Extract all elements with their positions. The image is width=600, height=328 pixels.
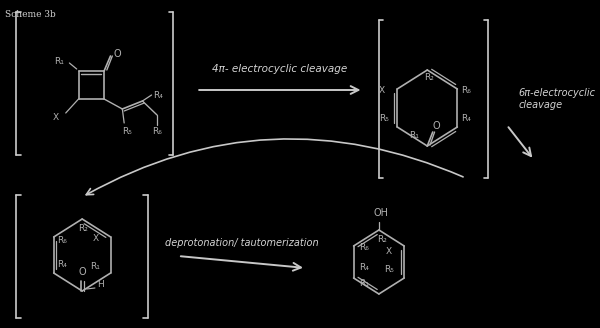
- Text: O: O: [113, 49, 121, 59]
- Text: X: X: [52, 113, 58, 121]
- Text: OH: OH: [373, 208, 388, 218]
- Text: R₁: R₁: [91, 262, 100, 271]
- Text: 4π- electrocyclic cleavage: 4π- electrocyclic cleavage: [212, 64, 347, 74]
- Text: R₂: R₂: [79, 224, 88, 233]
- Text: Scheme 3b: Scheme 3b: [5, 10, 55, 19]
- Text: R₂: R₂: [424, 73, 434, 82]
- Text: R₆: R₆: [152, 127, 162, 136]
- Text: 6π-electrocyclic
cleavage: 6π-electrocyclic cleavage: [518, 88, 596, 110]
- Text: R₆: R₆: [461, 86, 471, 95]
- Text: R₅: R₅: [122, 127, 132, 136]
- Text: O: O: [79, 267, 86, 277]
- Text: R₁: R₁: [409, 131, 419, 140]
- Text: X: X: [379, 86, 385, 95]
- Text: R₁: R₁: [359, 279, 368, 288]
- Text: R₆: R₆: [58, 236, 67, 245]
- Text: R₅: R₅: [384, 265, 394, 274]
- Text: O: O: [433, 121, 440, 131]
- Text: R₄: R₄: [461, 114, 471, 123]
- Text: R₄: R₄: [154, 91, 163, 99]
- Text: deprotonation/ tautomerization: deprotonation/ tautomerization: [165, 238, 319, 248]
- Text: R₅: R₅: [379, 114, 389, 123]
- Text: X: X: [92, 234, 98, 243]
- Text: H: H: [97, 280, 104, 289]
- Text: X: X: [386, 247, 392, 256]
- Text: R₆: R₆: [359, 243, 369, 252]
- Text: R₂: R₂: [377, 235, 387, 244]
- Text: R₄: R₄: [359, 263, 369, 272]
- Text: R₁: R₁: [54, 56, 64, 66]
- Text: R₄: R₄: [58, 260, 67, 269]
